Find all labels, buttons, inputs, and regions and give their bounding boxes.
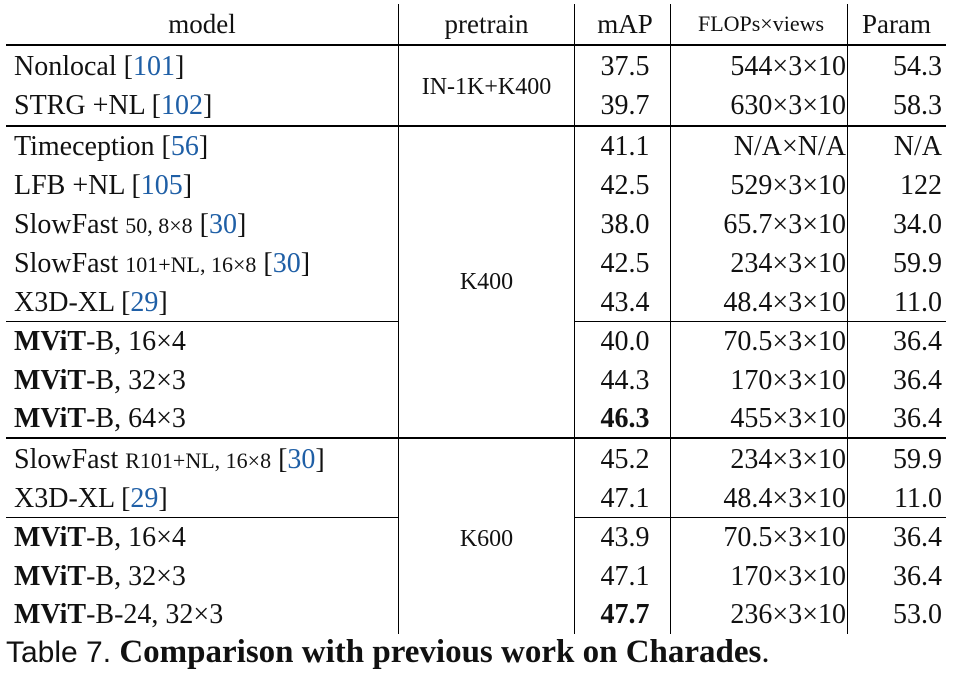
vrule-map [670,4,671,634]
citation-link[interactable]: 30 [272,248,301,279]
table-row-flops: 234×3×10 [730,444,846,475]
table-row-param: 36.4 [893,561,942,592]
table-row-map: 43.4 [600,287,650,318]
table-row-map: 37.5 [600,51,650,82]
table-row-flops: 455×3×10 [730,403,846,434]
table-row-flops: 70.5×3×10 [723,326,846,357]
table-row-map: 46.3 [600,403,650,434]
table-row-param: 36.4 [893,326,942,357]
table-row-flops: 65.7×3×10 [723,209,846,240]
header-flops: FLOPs×views [697,11,825,36]
pretrain-group-in1k-k400: IN-1K+K400 [421,74,552,100]
citation-link[interactable]: 29 [130,483,159,514]
table-row-model: MViT-B, 16×4 [14,522,186,553]
caption-title: Comparison with previous work on Charade… [119,634,762,670]
pretrain-group-k600: K600 [459,526,514,552]
table-row-model: SlowFast 101+NL, 16×8 [30] [14,248,311,279]
pretrain-group-k400: K400 [459,269,514,295]
rule-mvit-k600-right [574,517,946,518]
table-row-param: N/A [893,131,942,162]
table-row-param: 122 [900,170,942,201]
rule-mvit-k600 [6,517,398,518]
table-row-model: Nonlocal [101] [14,51,185,82]
caption-label: Table 7. [6,636,112,669]
table-row-model: MViT-B-24, 32×3 [14,599,224,630]
table-row-flops: 544×3×10 [730,51,846,82]
header-model: model [168,9,236,39]
table-row-model: STRG +NL [102] [14,90,213,121]
rule-mvit-k400 [6,321,398,322]
table-row-param: 58.3 [893,90,942,121]
table-caption: Table 7. Comparison with previous work o… [6,634,770,670]
table-row-map: 47.7 [600,599,650,630]
table-row-map: 44.3 [600,365,650,396]
table-row-model: MViT-B, 16×4 [14,326,186,357]
table-row-map: 45.2 [600,444,650,475]
table-row-param: 36.4 [893,403,942,434]
citation-link[interactable]: 30 [287,444,316,475]
rule-group2 [6,437,946,439]
citation-link[interactable]: 102 [160,90,203,121]
table-row-flops: 170×3×10 [730,561,846,592]
table-row-flops: 236×3×10 [730,599,846,630]
citation-link[interactable]: 101 [132,51,175,82]
table-row-map: 43.9 [600,522,650,553]
table-row-model: LFB +NL [105] [14,170,193,201]
table-row-map: 38.0 [600,209,650,240]
table-row-flops: 48.4×3×10 [723,483,846,514]
table-row-param: 54.3 [893,51,942,82]
vrule-pretrain [574,4,575,634]
table-row-flops: 48.4×3×10 [723,287,846,318]
vrule-model [398,4,399,634]
table-row-map: 47.1 [600,561,650,592]
table-row-param: 53.0 [893,599,942,630]
table-row-param: 11.0 [894,287,942,318]
table-row-model: SlowFast R101+NL, 16×8 [30] [14,444,325,475]
rule-group1 [6,125,946,127]
table-row-flops: 529×3×10 [730,170,846,201]
comparison-table: model pretrain mAP FLOPs×views Param IN-… [6,4,946,634]
table-row-flops: N/A×N/A [733,131,846,162]
vrule-flops [847,4,848,634]
table-row-flops: 630×3×10 [730,90,846,121]
header-map: mAP [597,9,653,39]
table-row-param: 34.0 [893,209,942,240]
table-row-param: 59.9 [893,248,942,279]
table-row-param: 59.9 [893,444,942,475]
table-row-map: 47.1 [600,483,650,514]
table-row-param: 36.4 [893,365,942,396]
table-row-flops: 234×3×10 [730,248,846,279]
header-param: Param [862,9,931,39]
table-row-model: X3D-XL [29] [14,287,168,318]
table-row-model: MViT-B, 32×3 [14,561,186,592]
citation-link[interactable]: 30 [209,209,237,240]
header-pretrain: pretrain [444,9,529,39]
table-row-map: 42.5 [600,248,650,279]
table-row-param: 11.0 [894,483,942,514]
citation-link[interactable]: 56 [170,131,199,162]
table-row-model: MViT-B, 32×3 [14,365,186,396]
citation-link[interactable]: 105 [140,170,183,201]
table-row-map: 39.7 [600,90,650,121]
table-row-model: MViT-B, 64×3 [14,403,186,434]
rule-header [6,44,946,46]
table-row-model: SlowFast 50, 8×8 [30] [14,209,247,240]
rule-mvit-k400-right [574,321,946,322]
table-row-model: Timeception [56] [14,131,209,162]
table-row-map: 40.0 [600,326,650,357]
citation-link[interactable]: 29 [130,287,159,318]
table-row-flops: 70.5×3×10 [723,522,846,553]
table-row-flops: 170×3×10 [730,365,846,396]
table-row-map: 41.1 [600,131,650,162]
table-row-param: 36.4 [893,522,942,553]
table-row-model: X3D-XL [29] [14,483,168,514]
table-row-map: 42.5 [600,170,650,201]
